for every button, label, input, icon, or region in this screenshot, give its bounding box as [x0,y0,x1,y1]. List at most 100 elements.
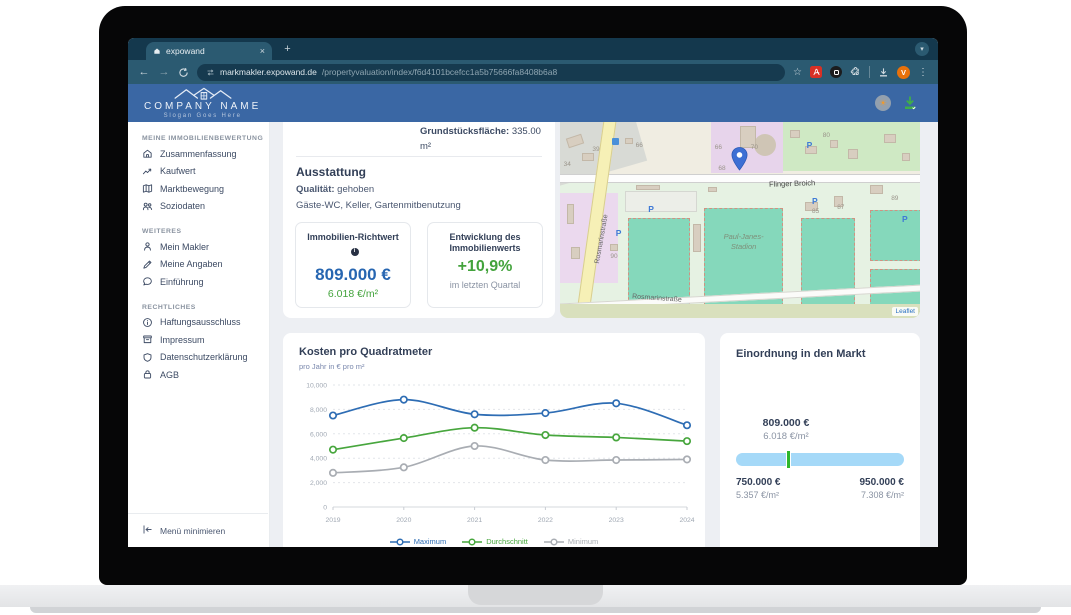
map-attribution[interactable]: Leaflet [892,307,918,316]
url-bar[interactable]: markmakler.expowand.de/propertyvaluation… [197,63,786,81]
house-number-label: 85 [812,208,820,216]
market-position-marker [785,451,791,468]
sidebar-item-agb[interactable]: AGB [128,366,269,384]
house-number-label: 80 [822,131,831,139]
map-building [754,133,777,156]
svg-text:0: 0 [323,505,327,512]
current-value-block: 809.000 € 6.018 €/m² [728,417,844,442]
browser-tab[interactable]: expowand × [146,42,272,60]
map-building [693,223,702,252]
summary-card: Grundstücksfläche: 335.00 m² Ausstattung… [283,122,555,318]
svg-text:2022: 2022 [538,517,553,524]
legend-item-minimum[interactable]: Minimum [543,537,598,546]
browser-menu-icon[interactable]: ⋮ [918,66,928,78]
line-chart: 0 2,000 4,000 6,000 8,000 10,000 2019 2020 2021 2… [306,383,695,525]
sidebar-item-zusammenfassung[interactable]: Zusammenfassung [128,145,269,163]
map-building [869,184,883,194]
svg-text:8,000: 8,000 [310,407,327,414]
market-min-block: 750.000 € 5.357 €/m² [736,477,781,500]
download-report-icon[interactable] [902,95,918,111]
legend-marker-icon [462,537,483,546]
map-building [610,243,619,251]
laptop-base-bottom [30,607,1041,613]
sidebar-item-mein-makler[interactable]: Mein Makler [128,238,269,256]
house-number-label: 87 [837,204,845,212]
sidebar-item-impressum[interactable]: Impressum [128,331,269,349]
sidebar-item-soziodaten[interactable]: Soziodaten [128,198,269,216]
market-range-labels: 750.000 € 5.357 €/m² 950.000 € 7.308 €/m… [736,477,904,500]
svg-text:2024: 2024 [679,517,694,524]
features-section-title: Ausstattung [296,165,366,179]
benchmark-value-card: Immobilien-Richtwerti 809.000 € 6.018 €/… [295,222,411,308]
extensions-puzzle-icon[interactable] [850,66,861,78]
svg-text:2020: 2020 [396,517,411,524]
theme-toggle-sun-icon[interactable]: ☀ [875,95,891,111]
laptop-base-notch [468,585,603,605]
sidebar-item-kaufwert[interactable]: Kaufwert [128,163,269,181]
downloads-icon[interactable] [878,67,889,78]
url-domain: markmakler.expowand.de [220,67,317,77]
map-icon [142,184,153,193]
map-area [560,304,920,318]
map-road [560,173,920,183]
tab-close-icon[interactable]: × [259,46,265,56]
legend-item-durchschnitt[interactable]: Durchschnitt [462,537,528,546]
chat-icon [143,277,152,286]
market-range-bar [736,451,904,468]
sidebar-item-einf-hrung[interactable]: Einführung [128,273,269,291]
laptop-base [0,585,1071,607]
map-sports-field [704,208,784,307]
chart-legend: Maximum Durchschnitt Minimum [283,537,705,546]
extension-icon[interactable] [830,66,842,78]
tab-search-chevron-icon[interactable]: ▾ [915,42,929,56]
sidebar-section: RECHTLICHES Haftungsausschluss Impressum Da… [128,304,269,384]
value-trend-period: im letzten Quartal [449,279,521,290]
person-icon [144,242,151,251]
sidebar-item-meine-angaben[interactable]: Meine Angaben [128,256,269,274]
tab-title: expowand [166,46,205,56]
url-path: /propertyvaluation/index/f6d4101bcefcc1a… [321,67,558,77]
forward-button[interactable]: → [158,66,170,78]
site-settings-icon [207,68,214,76]
street-label: Flinger Broich [768,178,816,189]
profile-avatar[interactable]: V [897,65,910,79]
quality-value: gehoben [337,184,375,195]
map-transit-icon [612,137,620,145]
sidebar-item-datenschutzerkl-rung[interactable]: Datenschutzerklärung [128,349,269,367]
sidebar-item-marktbewegung[interactable]: Marktbewegung [128,180,269,198]
sidebar-item-haftungsausschluss[interactable]: Haftungsausschluss [128,314,269,332]
svg-text:6,000: 6,000 [310,431,327,438]
location-map[interactable]: Flinger Broich Rosmarinstraße Rosmarinst… [560,122,920,318]
market-title: Einordnung in den Markt [736,348,866,360]
info-icon[interactable]: i [350,247,359,256]
pdf-extension-icon[interactable] [810,66,822,78]
chart-subtitle: pro Jahr in € pro m² [299,362,365,371]
back-button[interactable]: ← [138,66,150,78]
collapse-menu-button[interactable]: Menü minimieren [128,513,268,547]
map-building [790,129,801,138]
browser-window: expowand × + ▾ ← → markmakler.expowand.d… [128,38,938,547]
quality-row: Qualität: gehoben [296,184,374,195]
map-building [833,196,843,208]
legend-item-maximum[interactable]: Maximum [389,537,446,546]
sidebar-section: MEINE IMMOBILIENBEWERTUNG Zusammenfassung… [128,135,269,215]
browser-tabstrip: expowand × + ▾ [128,38,938,60]
new-tab-button[interactable]: + [284,43,291,55]
current-value: 809.000 € [762,417,810,429]
map-building [804,145,817,154]
house-number-label: 39 [592,145,600,153]
quality-label: Qualität: [296,184,335,195]
value-trend-percent: +10,9% [457,257,513,275]
bookmark-star-icon[interactable]: ☆ [793,66,802,78]
company-slogan: Slogan Goes Here [163,113,242,119]
reload-button[interactable] [178,67,189,78]
benchmark-sqm-value: 6.018 €/m² [327,287,379,300]
laptop-bezel: expowand × + ▾ ← → markmakler.expowand.d… [99,6,967,585]
toolbar-divider [869,66,870,78]
divider [296,156,542,157]
plot-area-label: Grundstücksfläche: [420,126,510,137]
map-building [624,137,633,144]
location-pin-icon [731,147,748,172]
map-building [707,186,717,192]
svg-text:2021: 2021 [467,517,482,524]
